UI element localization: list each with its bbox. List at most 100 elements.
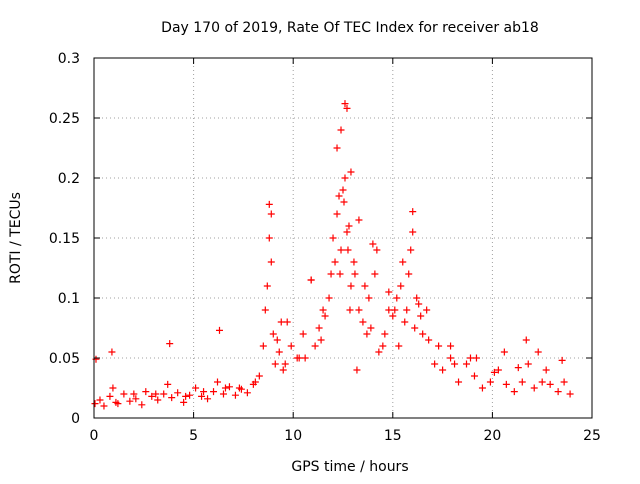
- data-point: [560, 378, 568, 386]
- data-point: [373, 246, 381, 254]
- chart-title: Day 170 of 2019, Rate Of TEC Index for r…: [161, 20, 539, 36]
- data-point: [336, 270, 344, 278]
- data-point: [367, 324, 375, 332]
- data-point: [538, 378, 546, 386]
- data-point: [409, 208, 417, 216]
- data-point: [120, 390, 128, 398]
- data-point: [534, 348, 542, 356]
- data-point: [186, 391, 194, 399]
- data-point: [299, 330, 307, 338]
- data-point: [182, 392, 190, 400]
- data-point: [343, 104, 351, 112]
- data-point: [447, 342, 455, 350]
- data-point: [439, 366, 447, 374]
- y-tick-label: 0: [71, 411, 80, 427]
- data-point: [192, 384, 200, 392]
- data-point: [447, 354, 455, 362]
- data-point: [381, 330, 389, 338]
- data-point: [214, 378, 222, 386]
- data-point: [391, 306, 399, 314]
- data-point: [126, 397, 134, 405]
- data-point: [255, 372, 263, 380]
- data-point: [311, 342, 319, 350]
- data-point: [243, 389, 251, 397]
- data-point: [510, 388, 518, 396]
- data-point: [363, 330, 371, 338]
- data-point: [160, 390, 168, 398]
- y-tick-label: 0.2: [58, 171, 80, 187]
- data-point: [337, 126, 345, 134]
- x-tick-label: 20: [483, 428, 501, 444]
- data-point: [490, 368, 498, 376]
- data-point: [486, 378, 494, 386]
- data-point: [359, 318, 367, 326]
- data-point: [472, 354, 480, 362]
- data-point: [401, 318, 409, 326]
- data-point: [530, 384, 538, 392]
- data-point: [301, 354, 309, 362]
- data-point: [455, 378, 463, 386]
- data-point: [451, 360, 459, 368]
- data-point: [435, 342, 443, 350]
- data-point: [470, 372, 478, 380]
- data-point: [343, 228, 351, 236]
- data-point: [269, 330, 277, 338]
- data-point: [379, 342, 387, 350]
- data-point: [417, 312, 425, 320]
- data-point: [204, 395, 212, 403]
- data-point: [466, 354, 474, 362]
- data-point: [403, 306, 411, 314]
- data-point: [355, 306, 363, 314]
- data-point: [405, 270, 413, 278]
- data-point: [411, 324, 419, 332]
- data-point: [261, 306, 269, 314]
- y-tick-label: 0.3: [58, 51, 80, 67]
- data-point: [180, 398, 188, 406]
- data-point: [502, 380, 510, 388]
- data-point: [267, 210, 275, 218]
- data-point: [355, 216, 363, 224]
- data-point: [112, 398, 120, 406]
- data-point: [346, 306, 354, 314]
- data-point: [337, 246, 345, 254]
- data-point: [277, 318, 285, 326]
- data-point: [344, 246, 352, 254]
- data-point: [518, 378, 526, 386]
- data-point: [494, 366, 502, 374]
- data-point: [225, 383, 233, 391]
- y-tick-label: 0.25: [49, 111, 80, 127]
- x-tick-label: 25: [583, 428, 601, 444]
- data-point: [251, 378, 259, 386]
- data-point: [399, 258, 407, 266]
- data-point: [267, 258, 275, 266]
- data-point: [500, 348, 508, 356]
- data-point: [331, 258, 339, 266]
- data-point: [554, 388, 562, 396]
- x-tick-label: 15: [384, 428, 402, 444]
- data-point: [91, 400, 99, 408]
- data-point: [353, 366, 361, 374]
- data-point: [375, 348, 383, 356]
- data-point: [333, 144, 341, 152]
- data-point: [295, 354, 303, 362]
- data-point: [385, 288, 393, 296]
- data-point: [558, 356, 566, 364]
- data-points: [91, 100, 574, 410]
- data-point: [138, 401, 146, 409]
- x-axis-label: GPS time / hours: [291, 459, 408, 475]
- data-point: [423, 306, 431, 314]
- data-point: [152, 390, 160, 398]
- data-point: [385, 306, 393, 314]
- data-point: [350, 258, 358, 266]
- data-point: [371, 270, 379, 278]
- data-point: [407, 246, 415, 254]
- x-tick-label: 5: [189, 428, 198, 444]
- data-point: [345, 222, 353, 230]
- data-point: [415, 300, 423, 308]
- data-point: [321, 312, 329, 320]
- data-point: [168, 394, 176, 402]
- y-tick-label: 0.05: [49, 351, 80, 367]
- data-point: [273, 336, 281, 344]
- data-point: [279, 366, 287, 374]
- data-point: [339, 186, 347, 194]
